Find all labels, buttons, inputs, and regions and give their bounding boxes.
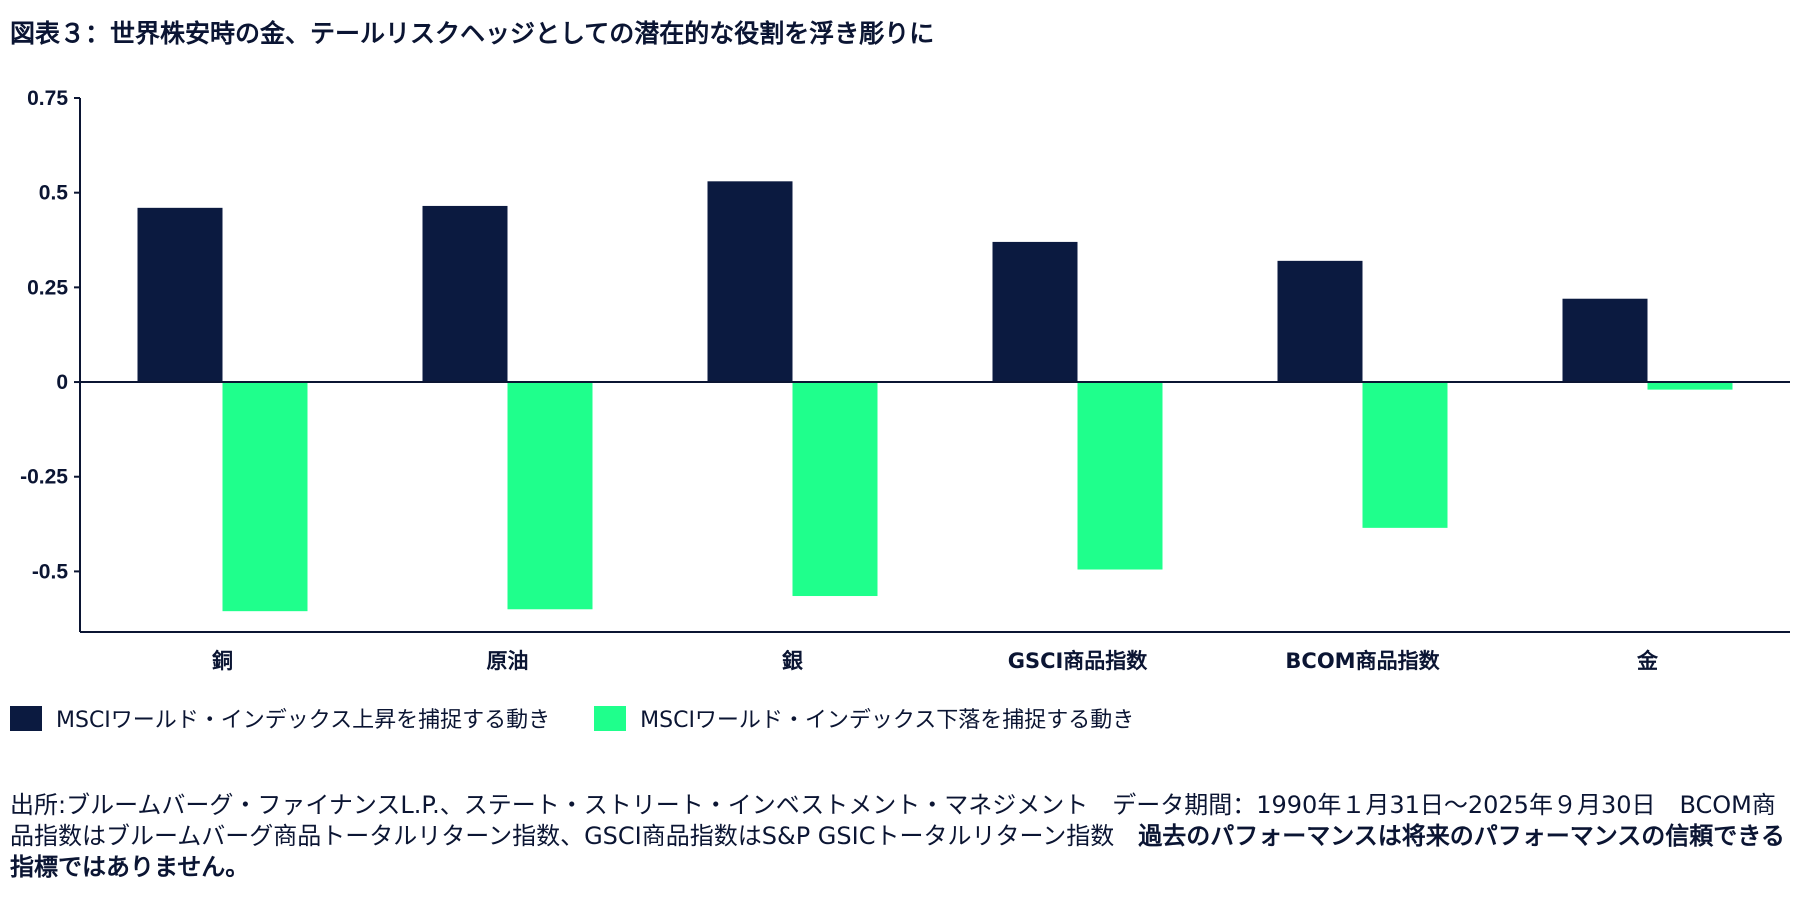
x-category-label: GSCI商品指数	[1008, 649, 1149, 673]
y-tick-label: 0.5	[39, 182, 69, 205]
bar-down	[1077, 382, 1163, 570]
legend-swatch-up	[10, 705, 42, 731]
source-text: 出所:ブルームバーグ・ファイナンスL.P.、ステート・ストリート・インベストメン…	[10, 791, 1776, 850]
legend-swatch-down	[594, 705, 627, 731]
disclaimer-text: 過去のパフォーマンスは将来のパフォーマンスの信頼できる指標ではありません。	[10, 822, 1785, 881]
bar-chart: 0.75 0.5 0.25 0 -0.25 -0.5 銅 原油 銀 GSCI商品指数 BCOM商品指…	[20, 87, 1790, 673]
bar-up	[422, 205, 508, 383]
bar-up	[137, 207, 223, 383]
legend-label-up: MSCIワールド・インデックス上昇を捕捉する動き	[56, 708, 551, 733]
bar-up	[1562, 298, 1648, 383]
bar-up	[992, 241, 1078, 383]
bar-down	[1647, 382, 1733, 390]
chart-title: 図表３：世界株安時の金、テールリスクヘッジとしての潜在的な役割を浮き彫りに	[10, 19, 935, 48]
x-category-label: 銅	[212, 649, 233, 673]
bar-down	[507, 382, 593, 610]
bar-down	[1362, 382, 1448, 528]
bar-down	[792, 382, 878, 597]
legend-item-up: MSCIワールド・インデックス上昇を捕捉する動き	[10, 702, 550, 734]
legend: MSCIワールド・インデックス上昇を捕捉する動き MSCIワールド・インデックス…	[10, 700, 1178, 736]
y-tick-label: 0	[56, 371, 68, 394]
x-category-label: 銀	[782, 649, 803, 673]
y-tick-label: 0.25	[27, 276, 68, 299]
x-category-label: 金	[1636, 649, 1659, 673]
y-tick-label: 0.75	[27, 87, 68, 110]
x-category-label: 原油	[487, 649, 529, 673]
y-tick-label: -0.25	[20, 466, 68, 489]
source-note: 出所:ブルームバーグ・ファイナンスL.P.、ステート・ストリート・インベストメン…	[10, 790, 1790, 883]
bar-up	[707, 181, 793, 383]
legend-item-down: MSCIワールド・インデックス下落を捕捉する動き	[594, 702, 1134, 734]
x-category-label: BCOM商品指数	[1285, 649, 1440, 673]
bar-down	[222, 382, 308, 612]
bar-up	[1277, 260, 1363, 383]
legend-label-down: MSCIワールド・インデックス下落を捕捉する動き	[640, 708, 1135, 733]
y-tick-label: -0.5	[32, 560, 69, 583]
